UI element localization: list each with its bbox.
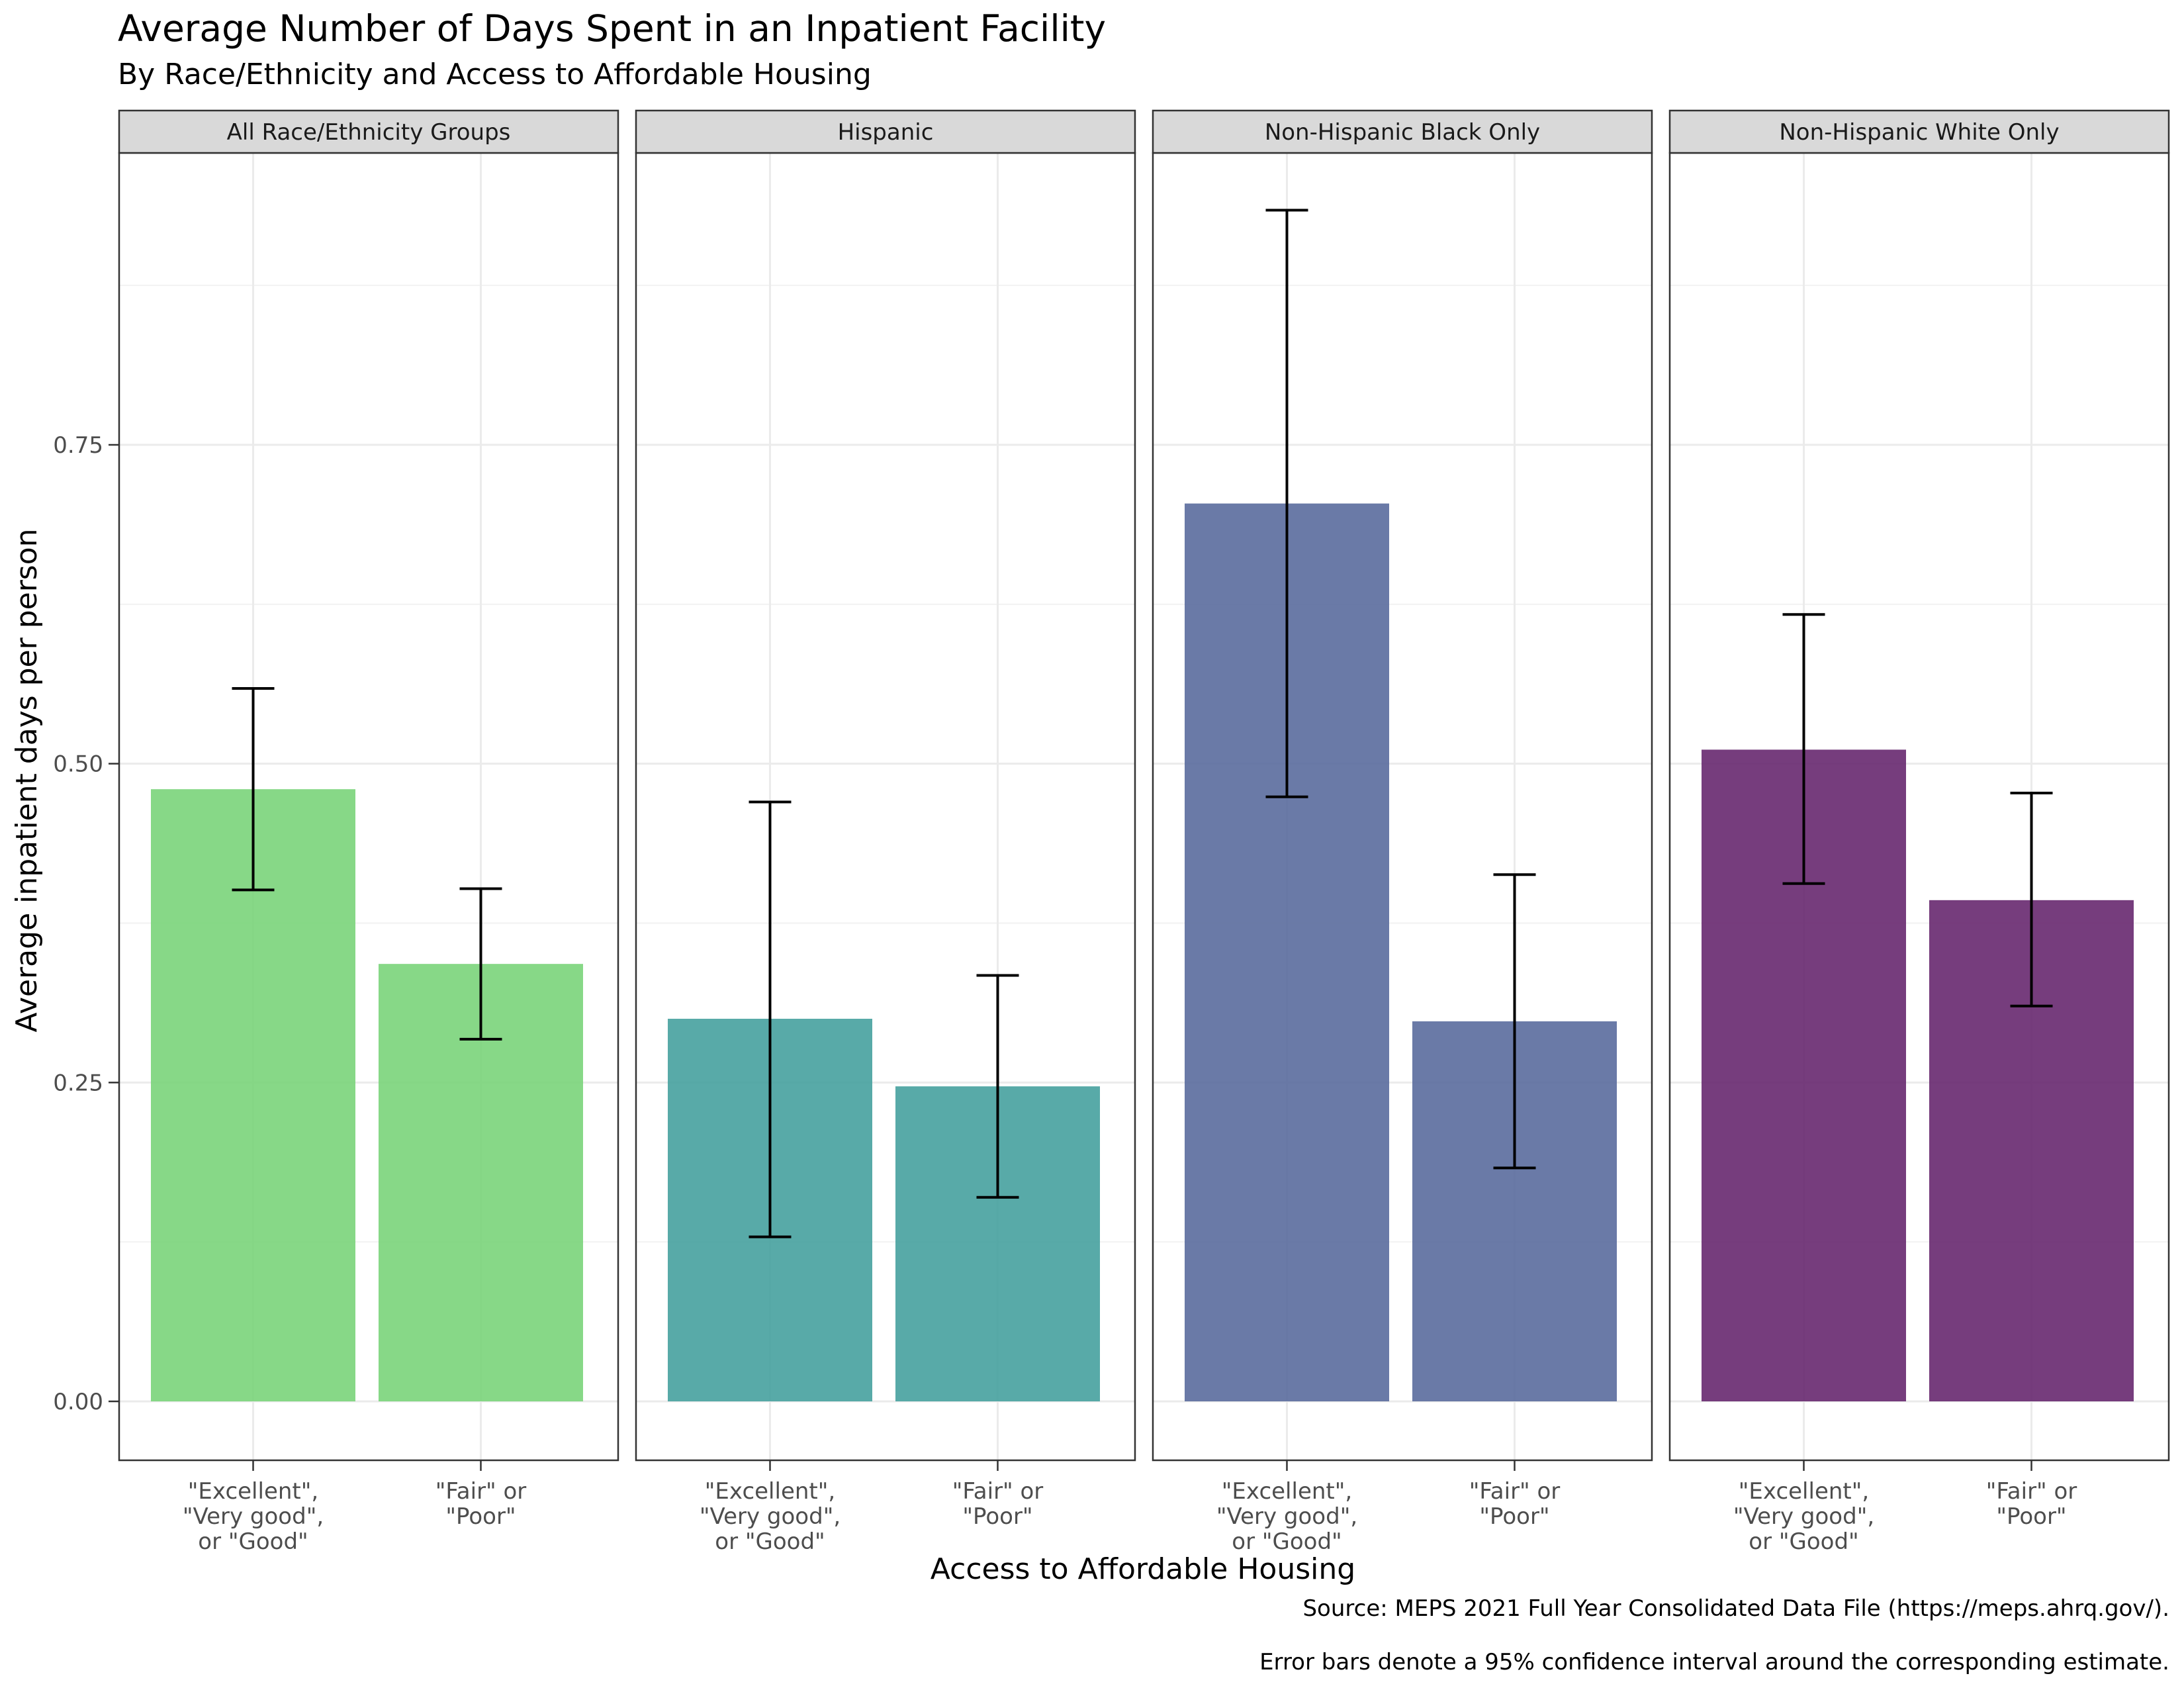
x-tick-label: "Excellent", "Very good", or "Good"	[183, 1478, 324, 1555]
x-axis-title: Access to Affordable Housing	[931, 1552, 1355, 1586]
facet-panel-1: All Race/Ethnicity Groups "Excellent", "Ve…	[118, 109, 619, 1555]
facet-strip	[1668, 109, 2170, 154]
facet-panels: All Race/Ethnicity Groups"Excellent", "Ve…	[118, 109, 2170, 1555]
x-tick-label-line: "Very good",	[1216, 1503, 1357, 1530]
y-tick-label: 0.25	[53, 1070, 103, 1096]
y-tick-label: 0.00	[53, 1389, 103, 1415]
x-tick-label-line: "Very good",	[1733, 1503, 1874, 1530]
x-tick-label-line: "Excellent",	[1222, 1478, 1352, 1505]
y-tick-label: 0.75	[53, 432, 103, 459]
x-tick-label-line: or "Good"	[198, 1528, 308, 1555]
x-tick-label-line: "Fair" or	[1986, 1478, 2077, 1505]
x-tick-label-line: "Poor"	[962, 1503, 1032, 1530]
facet-strip-label: All Race/Ethnicity Groups	[227, 119, 511, 146]
facet-panel-3: Non-Hispanic Black Only "Excellent", "Very…	[1152, 109, 1653, 1555]
x-tick-label-line: "Fair" or	[435, 1478, 527, 1505]
x-tick-label: "Fair" or "Poor"	[1986, 1478, 2077, 1530]
x-tick-label-line: "Excellent",	[705, 1478, 835, 1505]
x-tick-label-line: or "Good"	[1749, 1528, 1858, 1555]
x-tick-label-line: or "Good"	[1232, 1528, 1342, 1555]
facet-strip	[118, 109, 619, 154]
x-tick-label: "Excellent", "Very good", or "Good"	[700, 1478, 841, 1555]
y-axis-title: Average inpatient days per person	[10, 528, 44, 1032]
y-axis: 0.00 0.25 0.50 0.75	[53, 432, 119, 1415]
x-tick-label: "Excellent", "Very good", or "Good"	[1733, 1478, 1874, 1555]
chart-title: Average Number of Days Spent in an Inpat…	[118, 7, 1106, 50]
x-tick-label: "Fair" or "Poor"	[1469, 1478, 1561, 1530]
caption-source: Source: MEPS 2021 Full Year Consolidated…	[1302, 1595, 2169, 1622]
facet-strip-label: Hispanic	[838, 119, 934, 146]
facet-panel-4: Non-Hispanic White Only "Excellent", "Very…	[1668, 109, 2170, 1555]
facet-strip	[1152, 109, 1653, 154]
x-tick-label-line: "Poor"	[1479, 1503, 1549, 1530]
x-tick-label: "Fair" or "Poor"	[435, 1478, 527, 1530]
x-tick-label-line: "Fair" or	[952, 1478, 1044, 1505]
x-tick-label: "Fair" or "Poor"	[952, 1478, 1044, 1530]
x-tick-label-line: "Very good",	[700, 1503, 841, 1530]
caption-error-note: Error bars denote a 95% confidence inter…	[1259, 1649, 2169, 1675]
facet-strip	[635, 109, 1136, 154]
x-tick-label-line: "Very good",	[183, 1503, 324, 1530]
facet-strip-label: Non-Hispanic Black Only	[1265, 119, 1540, 146]
chart-subtitle: By Race/Ethnicity and Access to Affordab…	[118, 58, 872, 91]
y-tick-label: 0.50	[53, 751, 103, 778]
x-tick-label-line: "Fair" or	[1469, 1478, 1561, 1505]
facet-strip-label: Non-Hispanic White Only	[1779, 119, 2059, 146]
x-tick-label-line: "Poor"	[1996, 1503, 2066, 1530]
facet-panel-2: Hispanic "Excellent", "Very good", or "Good…	[635, 109, 1136, 1555]
x-tick-label-line: "Poor"	[445, 1503, 516, 1530]
x-tick-label-line: "Excellent",	[188, 1478, 318, 1505]
x-tick-label-line: "Excellent",	[1739, 1478, 1869, 1505]
x-tick-label: "Excellent", "Very good", or "Good"	[1216, 1478, 1357, 1555]
x-tick-label-line: or "Good"	[715, 1528, 825, 1555]
